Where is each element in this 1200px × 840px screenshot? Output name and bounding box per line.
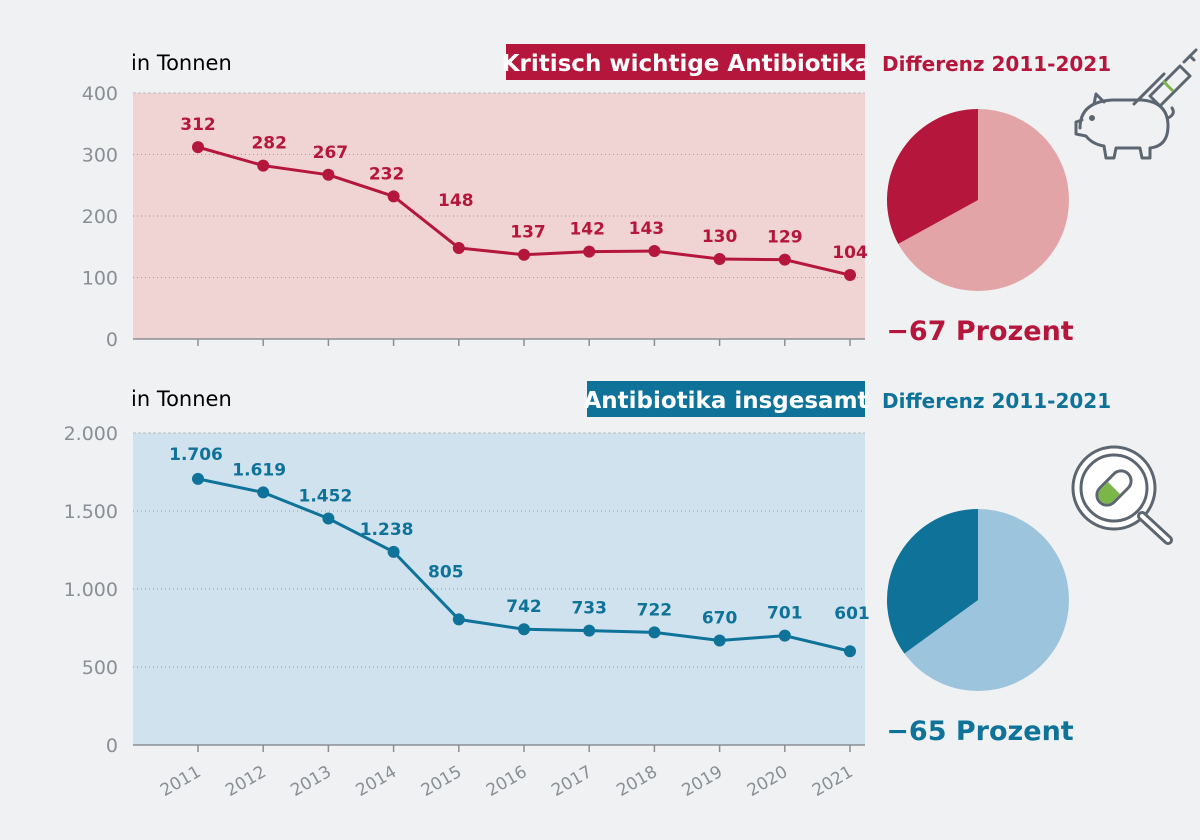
bottom-pie-chart (887, 509, 1069, 691)
y-tick-label: 0 (106, 329, 118, 351)
data-point (844, 269, 856, 282)
bottom-title-box (587, 381, 865, 417)
bottom-gridlines (133, 432, 865, 668)
data-label: 670 (702, 608, 738, 628)
bottom-chart-title: Antibiotika insgesamt (583, 388, 868, 414)
data-label: 722 (637, 600, 673, 620)
data-label: 142 (569, 220, 605, 240)
x-tick-label: 2013 (287, 762, 334, 801)
top-pie-chart (887, 109, 1069, 291)
data-point (778, 253, 791, 266)
x-tick-label: 2020 (744, 762, 791, 801)
data-point (387, 545, 400, 558)
x-tick-label: 2015 (418, 762, 465, 801)
data-label: 742 (506, 597, 542, 617)
x-tick-label: 2021 (809, 762, 856, 801)
top-data-points (192, 141, 856, 282)
pie-slice-reduction (887, 109, 978, 244)
data-point (713, 253, 726, 266)
x-tick-label: 2014 (353, 762, 400, 801)
top-y-tick-labels: 0 100 200 300 400 (82, 83, 118, 351)
top-data-labels: 312 282 267 232 148 137 142 143 130 129 104 (180, 115, 868, 263)
data-label: 232 (369, 164, 405, 184)
data-label: 130 (702, 227, 738, 247)
top-x-ticks (197, 339, 851, 346)
top-chart-panel: 0 100 200 300 400 312 282 267 232 148 137 142 143 13… (82, 44, 1198, 351)
x-tick-label: 2017 (548, 762, 595, 801)
pill-magnifier-icon (1071, 445, 1173, 545)
data-label: 148 (438, 191, 474, 211)
y-tick-label: 300 (82, 145, 118, 167)
y-tick-label: 1.500 (64, 501, 118, 523)
data-point (648, 626, 661, 639)
data-label: 733 (571, 599, 607, 619)
top-gridlines (133, 92, 865, 278)
bottom-diff-title: Differenz 2011-2021 (882, 389, 1111, 413)
data-point (452, 241, 465, 254)
pie-slice-reduction (887, 509, 978, 654)
x-tick-label: 2019 (679, 762, 726, 801)
data-label: 267 (313, 143, 349, 163)
data-point (387, 190, 400, 203)
data-label: 1.238 (360, 520, 414, 540)
data-point (257, 159, 270, 172)
data-point (648, 245, 661, 258)
y-tick-label: 2.000 (64, 423, 118, 445)
data-point (778, 629, 791, 642)
bottom-chart-panel: 0 500 1.000 1.500 2.000 2011 2012 2013 2014 2015… (64, 381, 1173, 801)
bottom-y-tick-labels: 0 500 1.000 1.500 2.000 (64, 423, 118, 757)
data-point (322, 168, 335, 181)
data-label: 1.452 (299, 486, 353, 506)
data-label: 805 (428, 562, 464, 582)
data-point (583, 624, 596, 637)
top-plot-area (133, 93, 865, 339)
top-title-box (506, 44, 865, 80)
bottom-data-points (192, 472, 856, 658)
bottom-plot-area (133, 433, 865, 745)
bottom-x-tick-labels: 2011 2012 2013 2014 2015 2016 2017 2018 2019 2020… (157, 762, 856, 801)
bottom-pie-annotation: −65 Prozent (886, 716, 1073, 747)
y-tick-label: 200 (82, 206, 118, 228)
bottom-unit-label: in Tonnen (131, 387, 232, 411)
x-tick-label: 2016 (483, 762, 530, 801)
data-label: 143 (629, 219, 665, 239)
data-label: 312 (180, 115, 216, 135)
data-point (452, 613, 465, 626)
top-unit-label: in Tonnen (131, 51, 232, 75)
y-tick-label: 0 (106, 735, 118, 757)
data-label: 129 (767, 228, 803, 248)
data-point (322, 512, 335, 525)
top-diff-title: Differenz 2011-2021 (882, 52, 1111, 76)
data-label: 601 (834, 604, 870, 624)
data-point (192, 472, 204, 485)
data-label: 1.706 (169, 445, 223, 465)
top-chart-title: Kritisch wichtige Antibiotika (502, 51, 871, 77)
data-label: 701 (767, 604, 803, 624)
data-point (713, 634, 726, 647)
top-pie-annotation: −67 Prozent (886, 316, 1073, 347)
data-point (844, 645, 856, 658)
x-tick-label: 2018 (613, 762, 660, 801)
data-point (192, 141, 204, 154)
bottom-data-labels: 1.706 1.619 1.452 1.238 805 742 733 722 670 701 60… (169, 445, 870, 629)
data-point (518, 248, 530, 261)
data-label: 1.619 (232, 460, 286, 480)
x-tick-label: 2011 (157, 762, 204, 801)
x-tick-label: 2012 (222, 762, 269, 801)
data-point (257, 486, 270, 499)
y-tick-label: 500 (82, 657, 118, 679)
data-label: 137 (510, 223, 546, 243)
bottom-x-ticks (197, 745, 851, 752)
data-label: 282 (251, 134, 287, 154)
pig-syringe-icon (1074, 48, 1198, 160)
y-tick-label: 1.000 (64, 579, 118, 601)
y-tick-label: 400 (82, 83, 118, 105)
data-point (518, 623, 530, 636)
y-tick-label: 100 (82, 268, 118, 290)
data-point (583, 245, 596, 258)
data-label: 104 (832, 243, 868, 263)
